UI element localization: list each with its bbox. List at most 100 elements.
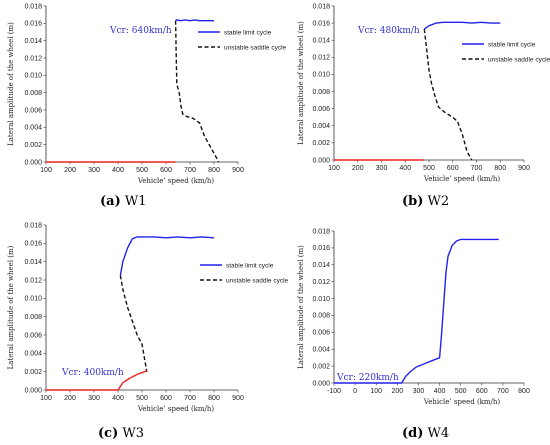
y-tick-label: 0.006 xyxy=(24,332,42,339)
chart-w1: 100 200 300 400 500 600 700 800 900 0.000 0.002 0.0… xyxy=(7,3,287,209)
legend-label: stable limit cycle xyxy=(224,29,272,36)
y-tick-label: 0.014 xyxy=(24,38,42,45)
x-tick-label: -100 xyxy=(327,388,341,395)
x-tick-label: 700 xyxy=(184,167,196,174)
x-tick-label: 300 xyxy=(88,395,100,402)
y-tick-label: 0.008 xyxy=(24,314,42,321)
y-tick-label: 0.004 xyxy=(312,347,330,354)
x-tick-label: 600 xyxy=(160,167,172,174)
legend: stable limit cycle unstable saddle cycle xyxy=(200,262,289,284)
y-axis-label: Lateral amplitude of the wheel (m) xyxy=(7,22,15,146)
series-line-unstable-saddle-cycle xyxy=(119,275,148,372)
panel-caption: (c) W3 xyxy=(98,426,144,441)
y-tick-label: 0.016 xyxy=(312,245,330,252)
x-tick-label: 400 xyxy=(112,167,124,174)
y-axis-label: Lateral amplitude of the wheel (m) xyxy=(297,245,305,369)
x-tick-label: 200 xyxy=(64,167,76,174)
x-tick-label: 500 xyxy=(455,388,467,395)
y-tick-label: 0.000 xyxy=(312,380,330,387)
x-tick-label: 400 xyxy=(434,388,446,395)
panel-caption: (a) W1 xyxy=(100,194,147,209)
y-tick-label: 0.000 xyxy=(24,387,42,394)
legend-label: stable limit cycle xyxy=(226,262,274,269)
series-line-stable-limit-cycle xyxy=(423,21,501,30)
x-tick-label: 800 xyxy=(208,167,220,174)
x-tick-label: 700 xyxy=(471,165,483,172)
y-tick-label: 0.018 xyxy=(312,3,330,10)
y-tick-label: 0.018 xyxy=(24,222,42,229)
x-axis-label: Vehicle’ speed (km/h) xyxy=(137,177,215,185)
x-tick-label: 500 xyxy=(136,167,148,174)
x-tick-label: 300 xyxy=(376,165,388,172)
y-tick-label: 0.016 xyxy=(24,241,42,248)
caption-label: W1 xyxy=(121,194,147,209)
x-tick-label: 800 xyxy=(494,165,506,172)
y-tick-label: 0.012 xyxy=(312,55,330,62)
x-tick-label: 900 xyxy=(232,395,244,402)
y-tick-label: 0.012 xyxy=(312,279,330,286)
x-tick-label: 900 xyxy=(518,165,530,172)
y-tick-label: 0.010 xyxy=(24,73,42,80)
y-tick-label: 0.002 xyxy=(312,363,330,370)
caption-letter: (b) xyxy=(402,194,423,209)
x-tick-label: 100 xyxy=(40,395,52,402)
x-tick-label: 100 xyxy=(40,167,52,174)
y-tick-label: 0.012 xyxy=(24,277,42,284)
x-axis-label: Vehicle’ speed (km/h) xyxy=(423,398,501,406)
y-tick-label: 0.002 xyxy=(24,369,42,376)
y-tick-label: 0.016 xyxy=(312,20,330,27)
caption-label: W2 xyxy=(423,194,449,209)
y-tick-label: 0.014 xyxy=(24,259,42,266)
vcr-annotation: Vcr: 480km/h xyxy=(357,26,420,36)
legend: stable limit cycle unstable saddle cycle xyxy=(462,41,550,63)
x-tick-label: 200 xyxy=(391,388,403,395)
legend-label: unstable saddle cycle xyxy=(488,56,550,63)
series-line-unstable-saddle-cycle xyxy=(423,29,473,161)
y-tick-label: 0.000 xyxy=(24,159,42,166)
x-tick-label: 200 xyxy=(352,165,364,172)
legend-label: unstable saddle cycle xyxy=(224,44,287,51)
x-tick-label: 100 xyxy=(328,165,340,172)
y-tick-label: 0.008 xyxy=(312,89,330,96)
y-tick-label: 0.006 xyxy=(312,106,330,113)
x-tick-label: 700 xyxy=(184,395,196,402)
y-tick-label: 0.002 xyxy=(312,140,330,147)
y-tick-label: 0.004 xyxy=(312,123,330,130)
series-line-stable-limit-cycle xyxy=(119,236,215,276)
y-tick-label: 0.018 xyxy=(312,228,330,235)
vcr-annotation: Vcr: 400km/h xyxy=(61,368,124,378)
legend-label: unstable saddle cycle xyxy=(226,277,289,284)
y-tick-label: 0.006 xyxy=(24,107,42,114)
caption-letter: (d) xyxy=(402,426,423,441)
x-tick-label: 800 xyxy=(208,395,220,402)
y-tick-label: 0.014 xyxy=(312,262,330,269)
x-tick-label: 0 xyxy=(353,388,357,395)
panel-caption: (b) W2 xyxy=(402,194,449,209)
caption-label: W3 xyxy=(118,426,144,441)
x-tick-label: 400 xyxy=(399,165,411,172)
x-tick-label: 900 xyxy=(232,167,244,174)
x-tick-label: 300 xyxy=(413,388,425,395)
legend: stable limit cycle unstable saddle cycle xyxy=(198,29,287,51)
y-axis-label: Lateral amplitude of the wheel (m) xyxy=(7,245,15,369)
vcr-annotation: Vcr: 220km/h xyxy=(336,373,399,383)
x-tick-label: 800 xyxy=(518,388,530,395)
x-tick-label: 200 xyxy=(64,395,76,402)
x-tick-label: 500 xyxy=(423,165,435,172)
x-axis-label: Vehicle’ speed (km/h) xyxy=(423,175,501,183)
x-tick-label: 400 xyxy=(112,395,124,402)
y-tick-label: 0.014 xyxy=(312,38,330,45)
x-tick-label: 300 xyxy=(88,167,100,174)
caption-label: W4 xyxy=(423,426,449,441)
y-tick-label: 0.010 xyxy=(312,296,330,303)
vcr-annotation: Vcr: 640km/h xyxy=(109,26,172,36)
x-tick-label: 600 xyxy=(476,388,488,395)
y-tick-label: 0.008 xyxy=(24,90,42,97)
y-tick-label: 0.018 xyxy=(24,3,42,10)
series-line-branch xyxy=(334,238,499,384)
series-line-unstable-saddle-cycle xyxy=(174,20,220,163)
y-tick-label: 0.006 xyxy=(312,330,330,337)
y-tick-label: 0.004 xyxy=(24,125,42,132)
panel-caption: (d) W4 xyxy=(402,426,449,441)
